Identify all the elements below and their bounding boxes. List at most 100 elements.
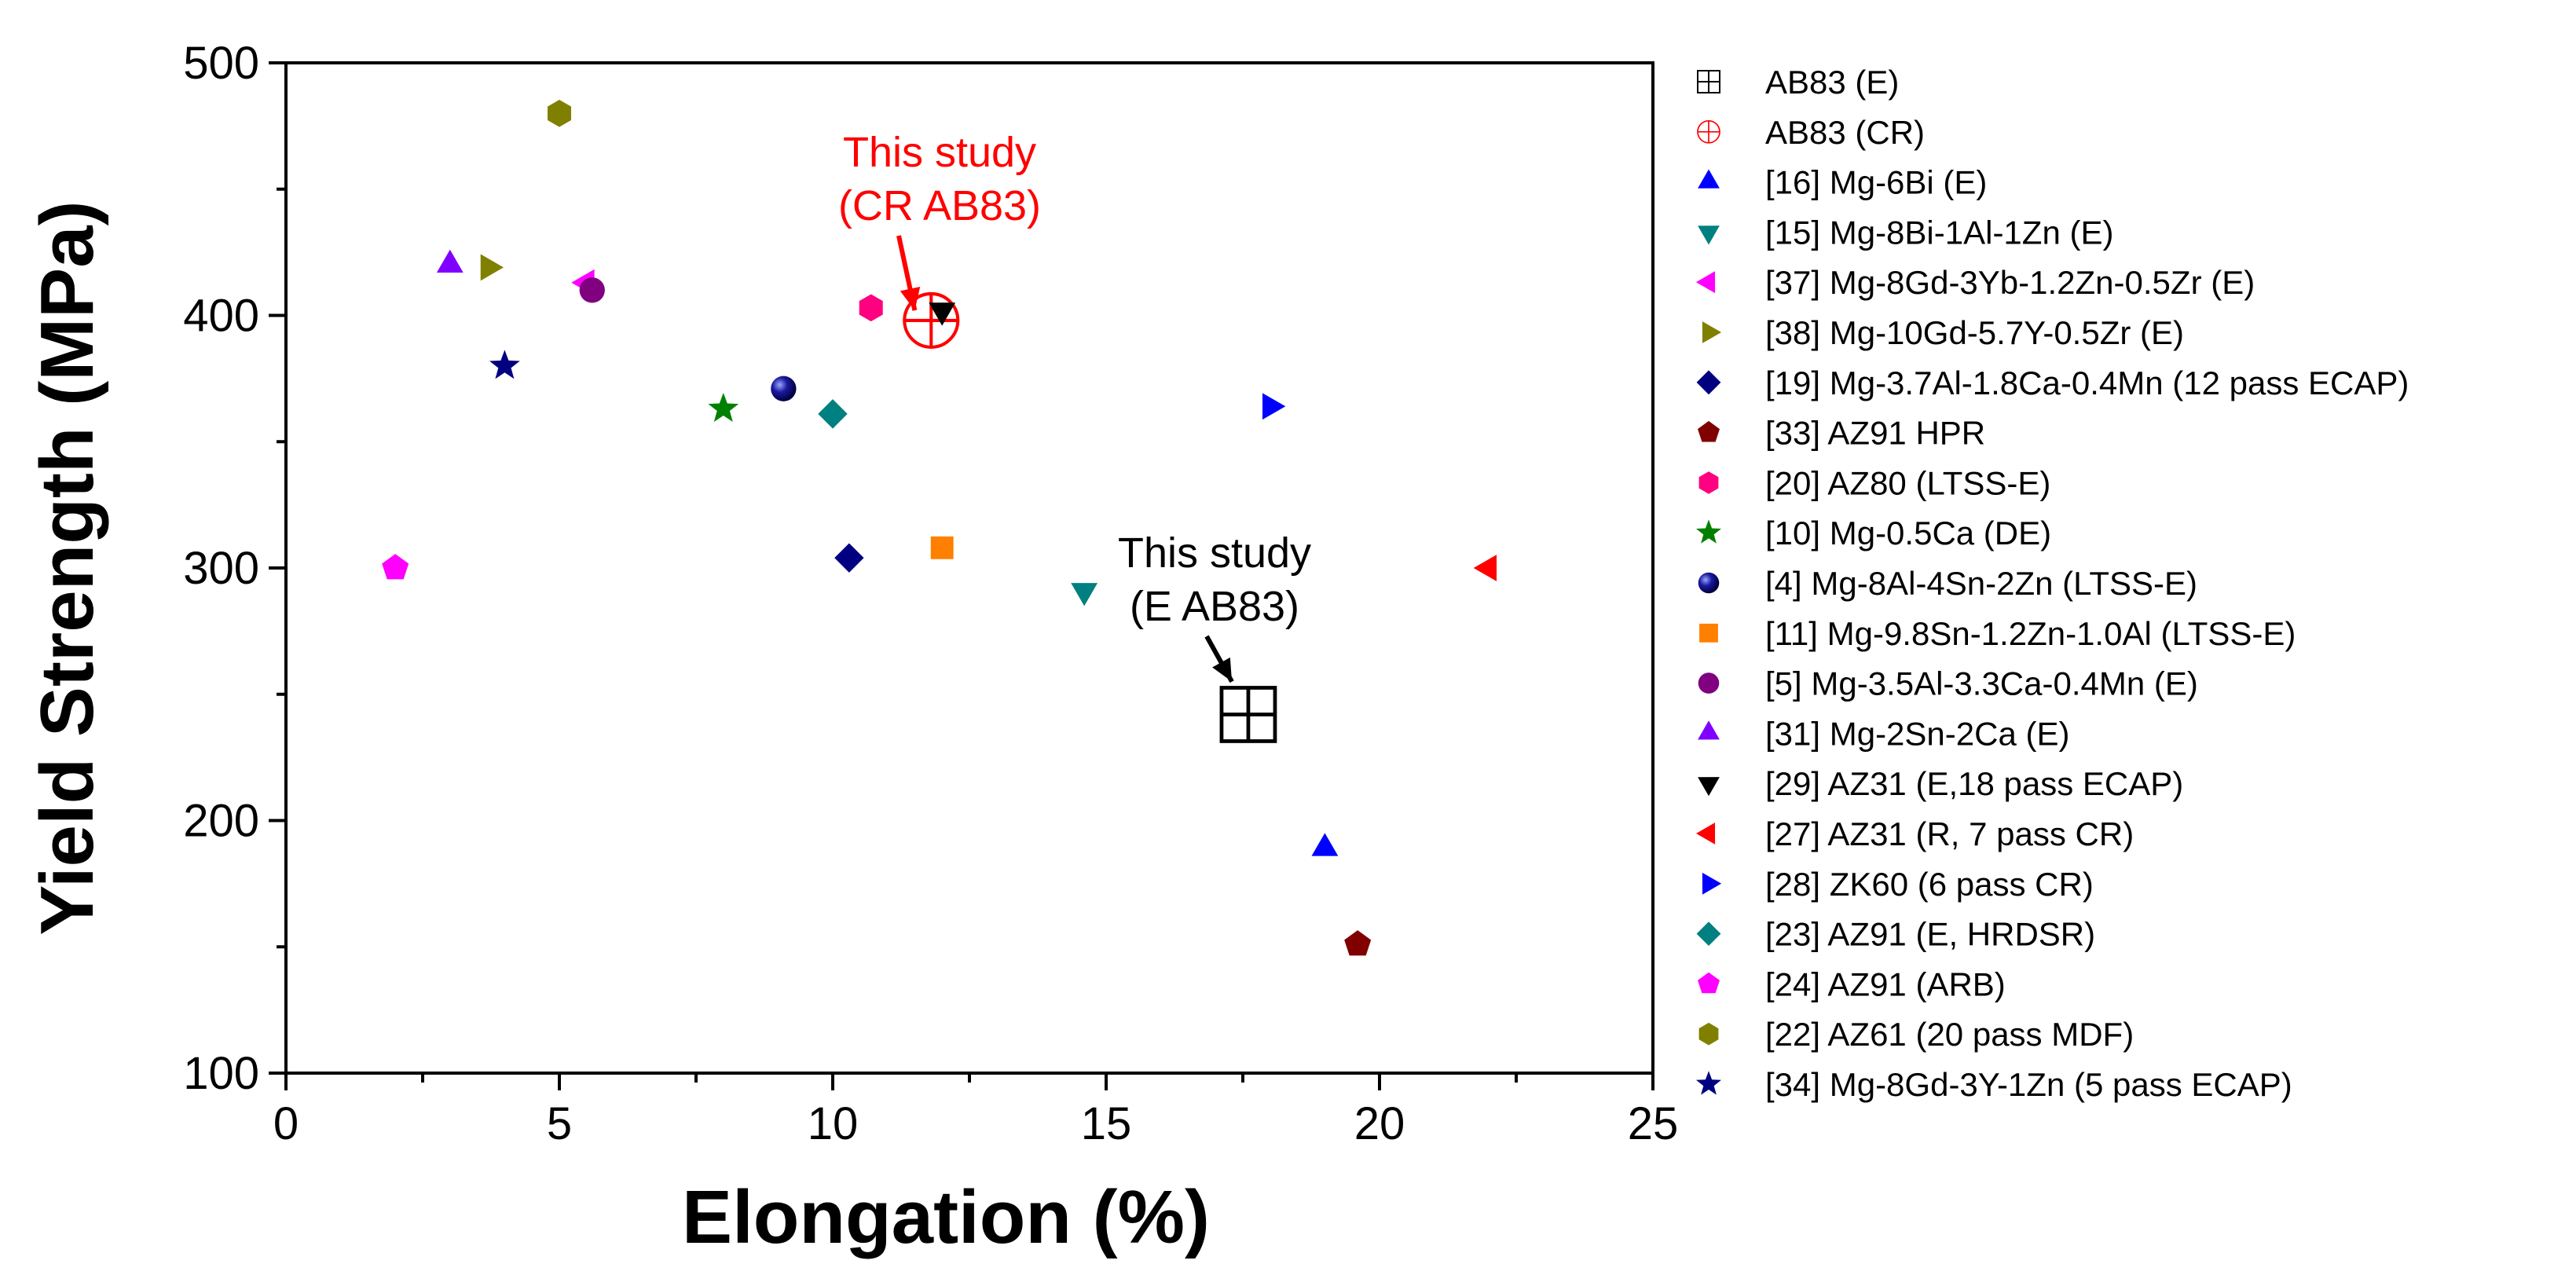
x-axis-title: Elongation (%) <box>682 1175 1210 1259</box>
legend-label: [28] ZK60 (6 pass CR) <box>1765 866 2094 903</box>
legend-marker <box>1698 672 1720 694</box>
data-point <box>1311 833 1339 856</box>
x-axis-ticks: 0 5 10 15 20 25 <box>273 1073 1678 1149</box>
legend-item: [24] AZ91 (ARB) <box>1698 965 2006 1002</box>
legend-label: [27] AZ31 (R, 7 pass CR) <box>1765 815 2134 852</box>
legend-marker <box>1698 471 1719 494</box>
legend-marker <box>1695 823 1716 845</box>
legend-item: [11] Mg-9.8Sn-1.2Zn-1.0Al (LTSS-E) <box>1699 615 2296 652</box>
annotation-text: This study (E AB83) <box>1118 529 1311 630</box>
legend-item: [31] Mg-2Sn-2Ca (E) <box>1698 715 2069 752</box>
x-tick-label: 20 <box>1354 1098 1405 1149</box>
data-point <box>708 393 739 422</box>
x-tick-label: 0 <box>273 1098 299 1149</box>
legend-label: [20] AZ80 (LTSS-E) <box>1765 464 2050 501</box>
x-tick-label: 10 <box>808 1098 859 1149</box>
legend-marker <box>1698 972 1720 994</box>
legend-marker <box>1697 70 1720 93</box>
data-point <box>579 277 605 303</box>
legend-label: [22] AZ61 (20 pass MDF) <box>1765 1016 2134 1053</box>
legend-marker <box>1699 623 1718 643</box>
legend-marker <box>1698 1022 1719 1046</box>
legend: AB83 (E) AB83 (CR) [16] Mg-6Bi (E) [15] Mg-… <box>1695 64 2409 1103</box>
legend-item: [38] Mg-10Gd-5.7Y-0.5Zr (E) <box>1702 314 2184 351</box>
y-tick-label: 500 <box>183 38 259 89</box>
legend-item: [19] Mg-3.7Al-1.8Ca-0.4Mn (12 pass ECAP) <box>1696 365 2409 401</box>
legend-item: AB83 (E) <box>1697 64 1899 101</box>
legend-marker <box>1696 1071 1721 1095</box>
data-point <box>489 350 520 379</box>
legend-label: [10] Mg-0.5Ca (DE) <box>1765 515 2051 551</box>
legend-marker <box>1697 119 1720 144</box>
data-point <box>818 399 848 429</box>
y-tick-label: 300 <box>183 543 259 594</box>
legend-item: [23] AZ91 (E, HRDSR) <box>1696 916 2095 953</box>
legend-item: [33] AZ91 HPR <box>1698 415 1985 452</box>
data-point <box>1219 686 1277 743</box>
data-point <box>929 302 956 326</box>
legend-marker <box>1698 572 1720 594</box>
legend-marker <box>1698 720 1720 740</box>
legend-label: [34] Mg-8Gd-3Y-1Zn (5 pass ECAP) <box>1765 1066 2292 1103</box>
plot-frame <box>284 61 1654 1075</box>
legend-marker <box>1698 777 1720 797</box>
legend-item: [15] Mg-8Bi-1Al-1Zn (E) <box>1698 214 2113 251</box>
data-point <box>1473 555 1497 581</box>
x-tick-label: 5 <box>547 1098 572 1149</box>
legend-item: [20] AZ80 (LTSS-E) <box>1698 464 2050 501</box>
legend-item: [27] AZ31 (R, 7 pass CR) <box>1695 815 2134 852</box>
annotation-text: This study (CR AB83) <box>838 129 1041 229</box>
legend-label: [4] Mg-8Al-4Sn-2Zn (LTSS-E) <box>1765 565 2197 602</box>
legend-marker <box>1698 169 1720 189</box>
data-point <box>480 254 504 281</box>
legend-label: [24] AZ91 (ARB) <box>1765 965 2006 1002</box>
legend-marker <box>1702 321 1722 343</box>
legend-label: [38] Mg-10Gd-5.7Y-0.5Zr (E) <box>1765 314 2184 351</box>
legend-marker <box>1696 370 1721 395</box>
y-tick-label: 100 <box>183 1048 259 1099</box>
data-point <box>771 376 797 401</box>
legend-marker <box>1698 225 1720 245</box>
legend-label: [37] Mg-8Gd-3Yb-1.2Zn-0.5Zr (E) <box>1765 264 2255 301</box>
legend-marker <box>1696 921 1721 946</box>
legend-item: [29] AZ31 (E,18 pass ECAP) <box>1698 765 2183 802</box>
legend-item: [28] ZK60 (6 pass CR) <box>1702 866 2094 903</box>
data-point <box>859 294 883 322</box>
data-point <box>1262 393 1286 420</box>
legend-label: [15] Mg-8Bi-1Al-1Zn (E) <box>1765 214 2113 251</box>
data-point <box>1344 930 1372 956</box>
y-axis-ticks: 100 200 300 400 500 <box>183 38 286 1099</box>
legend-label: AB83 (CR) <box>1765 114 1925 151</box>
y-axis-title: Yield Strength (MPa) <box>25 200 109 935</box>
legend-marker <box>1696 519 1721 544</box>
legend-item: [10] Mg-0.5Ca (DE) <box>1696 515 2051 551</box>
data-point <box>1071 583 1098 606</box>
data-point <box>548 100 571 127</box>
y-tick-label: 200 <box>183 796 259 847</box>
x-tick-label: 25 <box>1628 1098 1679 1149</box>
legend-marker <box>1702 872 1722 895</box>
legend-label: AB83 (E) <box>1765 64 1899 101</box>
legend-label: [23] AZ91 (E, HRDSR) <box>1765 916 2095 953</box>
data-point <box>382 554 409 580</box>
legend-item: [34] Mg-8Gd-3Y-1Zn (5 pass ECAP) <box>1696 1066 2292 1103</box>
annotations: This study (CR AB83) This study (E AB83) <box>838 129 1311 683</box>
legend-label: [5] Mg-3.5Al-3.3Ca-0.4Mn (E) <box>1765 665 2198 702</box>
data-markers <box>382 100 1497 956</box>
legend-label: [19] Mg-3.7Al-1.8Ca-0.4Mn (12 pass ECAP) <box>1765 365 2409 401</box>
legend-item: [4] Mg-8Al-4Sn-2Zn (LTSS-E) <box>1698 565 2197 602</box>
legend-label: [29] AZ31 (E,18 pass ECAP) <box>1765 765 2183 802</box>
legend-label: [16] Mg-6Bi (E) <box>1765 164 1987 201</box>
legend-label: [33] AZ91 HPR <box>1765 415 1985 452</box>
legend-item: [16] Mg-6Bi (E) <box>1698 164 1987 201</box>
annotation-arrowhead <box>1212 657 1233 682</box>
legend-item: [5] Mg-3.5Al-3.3Ca-0.4Mn (E) <box>1698 665 2198 702</box>
annotation-arrowhead <box>900 286 921 311</box>
data-point <box>903 291 960 349</box>
data-point <box>436 249 464 273</box>
x-tick-label: 15 <box>1081 1098 1132 1149</box>
legend-label: [11] Mg-9.8Sn-1.2Zn-1.0Al (LTSS-E) <box>1765 615 2296 652</box>
y-tick-label: 400 <box>183 291 259 342</box>
legend-label: [31] Mg-2Sn-2Ca (E) <box>1765 715 2069 752</box>
